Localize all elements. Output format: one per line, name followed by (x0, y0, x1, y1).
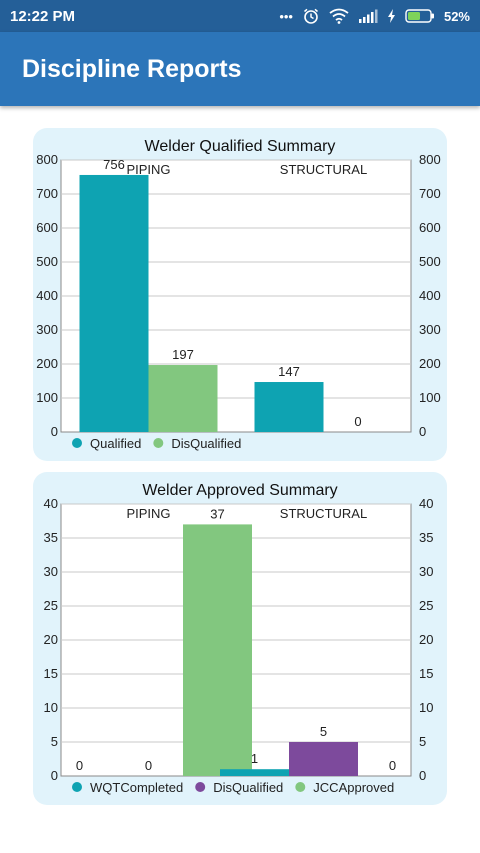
y-tick-label-right: 5 (419, 734, 426, 749)
y-tick-label-right: 300 (419, 322, 441, 337)
category-label-piping: PIPING (126, 162, 170, 177)
y-tick-label-left: 100 (36, 390, 58, 405)
y-tick-label-right: 35 (419, 530, 433, 545)
welder-approved-summary-card: Welder Approved Summary 0 0 5 5 10 10 15 15 20 20 2… (33, 472, 447, 805)
bar-qualified-piping (79, 174, 149, 432)
page-title: Discipline Reports (22, 54, 242, 83)
app-bar: Discipline Reports (0, 32, 480, 106)
y-tick-label-right: 100 (419, 390, 441, 405)
data-label-wqtcompleted-structural: 1 (251, 751, 258, 766)
charging-icon (387, 9, 395, 23)
y-tick-label-left: 35 (44, 530, 58, 545)
welder-qualified-summary-chart: Welder Qualified Summary 0 0 100 100 200 200 30… (36, 138, 441, 451)
y-tick-label-left: 30 (44, 564, 58, 579)
legend-marker-disqualified (153, 438, 164, 448)
legend-label-qualified: Qualified (90, 436, 141, 451)
y-tick-label-right: 0 (419, 424, 426, 439)
y-tick-label-right: 10 (419, 700, 433, 715)
legend-label-disqualified: DisQualified (171, 436, 241, 451)
bar-disqualified-structural (289, 742, 358, 776)
bar-wqtcompleted-structural (220, 769, 289, 776)
y-tick-label-left: 200 (36, 356, 58, 371)
status-bar: 12:22 PM ••• 52% (0, 0, 480, 32)
y-tick-label-left: 20 (44, 632, 58, 647)
y-tick-label-left: 5 (51, 734, 58, 749)
more-dots-icon: ••• (279, 8, 293, 24)
bar-disqualified-piping (148, 365, 218, 432)
y-tick-label-left: 15 (44, 666, 58, 681)
data-label-wqtcompleted-piping: 0 (76, 758, 83, 773)
battery-percent: 52% (443, 8, 470, 24)
data-label-disqualified-structural: 5 (320, 724, 327, 739)
data-label-jccapproved-structural: 0 (389, 758, 396, 773)
legend-label-disqualified: DisQualified (213, 780, 283, 795)
legend-marker-qualified (72, 438, 82, 448)
y-tick-label-left: 700 (36, 186, 58, 201)
y-tick-label-left: 800 (36, 152, 58, 167)
y-tick-label-left: 0 (51, 768, 58, 783)
y-tick-label-right: 500 (419, 254, 441, 269)
y-tick-label-left: 25 (44, 598, 58, 613)
data-label-disqualified-piping: 197 (172, 347, 194, 362)
legend-marker-jccapproved (295, 782, 306, 792)
category-label-piping: PIPING (126, 506, 170, 521)
y-tick-label-left: 40 (44, 496, 58, 511)
y-tick-label-right: 600 (419, 220, 441, 235)
y-tick-label-right: 25 (419, 598, 433, 613)
data-label-jccapproved-piping: 37 (210, 506, 224, 521)
legend-marker-wqtcompleted (72, 782, 82, 792)
signal-icon (358, 9, 378, 23)
y-tick-label-left: 500 (36, 254, 58, 269)
bar-qualified-structural (254, 382, 324, 432)
chart-title: Welder Qualified Summary (145, 138, 336, 155)
data-label-qualified-piping: 756 (103, 157, 125, 172)
wifi-icon (329, 8, 349, 24)
bar-jccapproved-piping (183, 524, 252, 776)
y-tick-label-right: 30 (419, 564, 433, 579)
y-tick-label-right: 400 (419, 288, 441, 303)
status-icons: ••• 52% (279, 7, 470, 25)
y-tick-label-left: 400 (36, 288, 58, 303)
y-tick-label-left: 600 (36, 220, 58, 235)
status-time: 12:22 PM (10, 7, 76, 25)
battery-icon (405, 9, 434, 23)
data-label-qualified-structural: 147 (278, 364, 300, 379)
y-tick-label-left: 10 (44, 700, 58, 715)
legend-label-jccapproved: JCCApproved (313, 780, 394, 795)
alarm-icon (303, 8, 318, 24)
category-label-structural: STRUCTURAL (280, 162, 367, 177)
y-tick-label-right: 700 (419, 186, 441, 201)
y-tick-label-left: 0 (51, 424, 58, 439)
y-tick-label-right: 0 (419, 768, 426, 783)
data-label-disqualified-piping: 0 (145, 758, 152, 773)
category-label-structural: STRUCTURAL (280, 506, 367, 521)
chart-title: Welder Approved Summary (142, 482, 337, 499)
y-tick-label-right: 20 (419, 632, 433, 647)
welder-qualified-summary-card: Welder Qualified Summary 0 0 100 100 200 200 30… (33, 128, 447, 461)
y-tick-label-right: 200 (419, 356, 441, 371)
legend-label-wqtcompleted: WQTCompleted (90, 780, 183, 795)
y-tick-label-right: 40 (419, 496, 433, 511)
y-tick-label-left: 300 (36, 322, 58, 337)
y-tick-label-right: 800 (419, 152, 441, 167)
y-tick-label-right: 15 (419, 666, 433, 681)
legend-marker-disqualified (195, 782, 206, 792)
data-label-disqualified-structural: 0 (354, 414, 361, 429)
